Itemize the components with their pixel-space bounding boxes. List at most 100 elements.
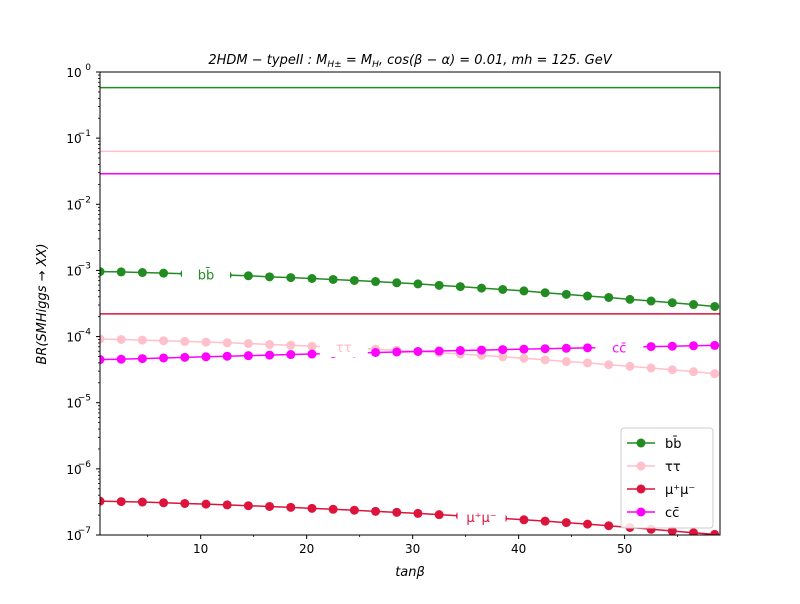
data-point	[561, 356, 571, 366]
data-point	[689, 367, 699, 377]
inline-label-background	[457, 507, 506, 528]
plot-area: bb̄ττμ⁺μ⁻cc̄10 20 30 40 5010−710−610−510−410…	[66, 63, 721, 556]
data-point	[413, 346, 423, 356]
y-tick-exponent: −6	[78, 460, 92, 470]
data-point	[222, 338, 232, 348]
data-point	[159, 268, 169, 278]
data-point	[222, 500, 232, 510]
y-tick-label: 10	[66, 66, 81, 80]
inline-label-background	[181, 264, 230, 285]
data-point	[265, 272, 275, 282]
data-point	[540, 288, 550, 298]
legend-swatch-marker	[636, 461, 646, 471]
data-point	[667, 298, 677, 308]
data-point	[328, 504, 338, 514]
data-point	[100, 496, 105, 506]
data-point	[710, 340, 720, 350]
data-point	[561, 518, 571, 528]
legend-entry-label: cc̄	[665, 506, 679, 521]
data-point	[710, 529, 720, 535]
legend: bb̄ ττ μ⁺μ⁻ cc̄	[620, 427, 714, 529]
data-point	[116, 354, 126, 364]
data-point	[180, 336, 190, 346]
x-tick-label: 30	[405, 542, 420, 556]
data-point	[689, 528, 699, 535]
data-point	[434, 510, 444, 520]
data-point	[667, 365, 677, 375]
data-point	[583, 291, 593, 301]
data-point	[498, 284, 508, 294]
data-point	[349, 275, 359, 285]
y-tick-label: 10	[66, 529, 81, 543]
data-point	[222, 351, 232, 361]
y-tick-label: 10	[66, 198, 81, 212]
x-tick-label: 10	[193, 542, 208, 556]
data-point	[540, 344, 550, 354]
data-point	[604, 521, 614, 531]
legend-swatch-marker	[636, 438, 646, 448]
data-point	[667, 341, 677, 351]
data-point	[625, 294, 635, 304]
data-point	[159, 336, 169, 346]
data-point	[243, 271, 253, 281]
y-tick-exponent: −5	[78, 394, 91, 404]
data-point	[646, 296, 656, 306]
y-tick-label: 10	[66, 397, 81, 411]
inline-series-label: μ⁺μ⁻	[466, 511, 496, 526]
data-point	[159, 353, 169, 363]
data-point	[307, 349, 317, 359]
data-point	[519, 286, 529, 296]
inline-series-label: cc̄	[612, 341, 626, 356]
chart-title: 2HDM − typeII : MH± = MH, cos(β − α) = 0…	[208, 53, 612, 70]
data-point	[604, 360, 614, 370]
legend-swatch-marker	[636, 484, 646, 494]
data-point	[710, 369, 720, 379]
data-point	[307, 503, 317, 513]
data-point	[434, 346, 444, 356]
y-tick-exponent: −3	[78, 261, 91, 271]
plot-clip-group: bb̄ ττ μ⁺μ⁻ cc̄	[100, 86, 720, 535]
data-point	[689, 300, 699, 310]
data-point	[583, 358, 593, 368]
axes-frame	[99, 71, 721, 536]
data-point	[540, 355, 550, 365]
data-point	[286, 350, 296, 360]
data-point	[519, 344, 529, 354]
data-point	[540, 516, 550, 526]
data-point	[286, 273, 296, 283]
data-point	[116, 497, 126, 507]
data-point	[477, 345, 487, 355]
x-tick-label: 20	[299, 542, 314, 556]
y-tick-label: 10	[66, 331, 81, 345]
data-point	[201, 337, 211, 347]
data-point	[646, 342, 656, 352]
data-point	[667, 526, 677, 535]
data-point	[137, 497, 147, 507]
data-point	[371, 277, 381, 287]
data-point	[265, 501, 275, 511]
data-point	[498, 345, 508, 355]
data-point	[116, 334, 126, 344]
data-point	[392, 278, 402, 288]
inline-label-background	[319, 337, 368, 358]
data-point	[265, 339, 275, 349]
legend-box	[620, 427, 714, 529]
data-point	[328, 274, 338, 284]
y-tick-exponent: 0	[85, 63, 91, 73]
data-point	[243, 351, 253, 361]
data-point	[100, 334, 105, 344]
data-point	[159, 498, 169, 508]
data-point	[413, 279, 423, 289]
inline-series-label: ττ	[336, 341, 352, 356]
data-point	[137, 354, 147, 364]
data-point	[392, 507, 402, 517]
data-point	[116, 267, 126, 277]
y-tick-exponent: −7	[78, 526, 91, 536]
data-point	[349, 505, 359, 515]
data-point	[498, 352, 508, 362]
data-point	[243, 501, 253, 511]
inline-label-background	[595, 337, 644, 358]
data-point	[604, 292, 614, 302]
